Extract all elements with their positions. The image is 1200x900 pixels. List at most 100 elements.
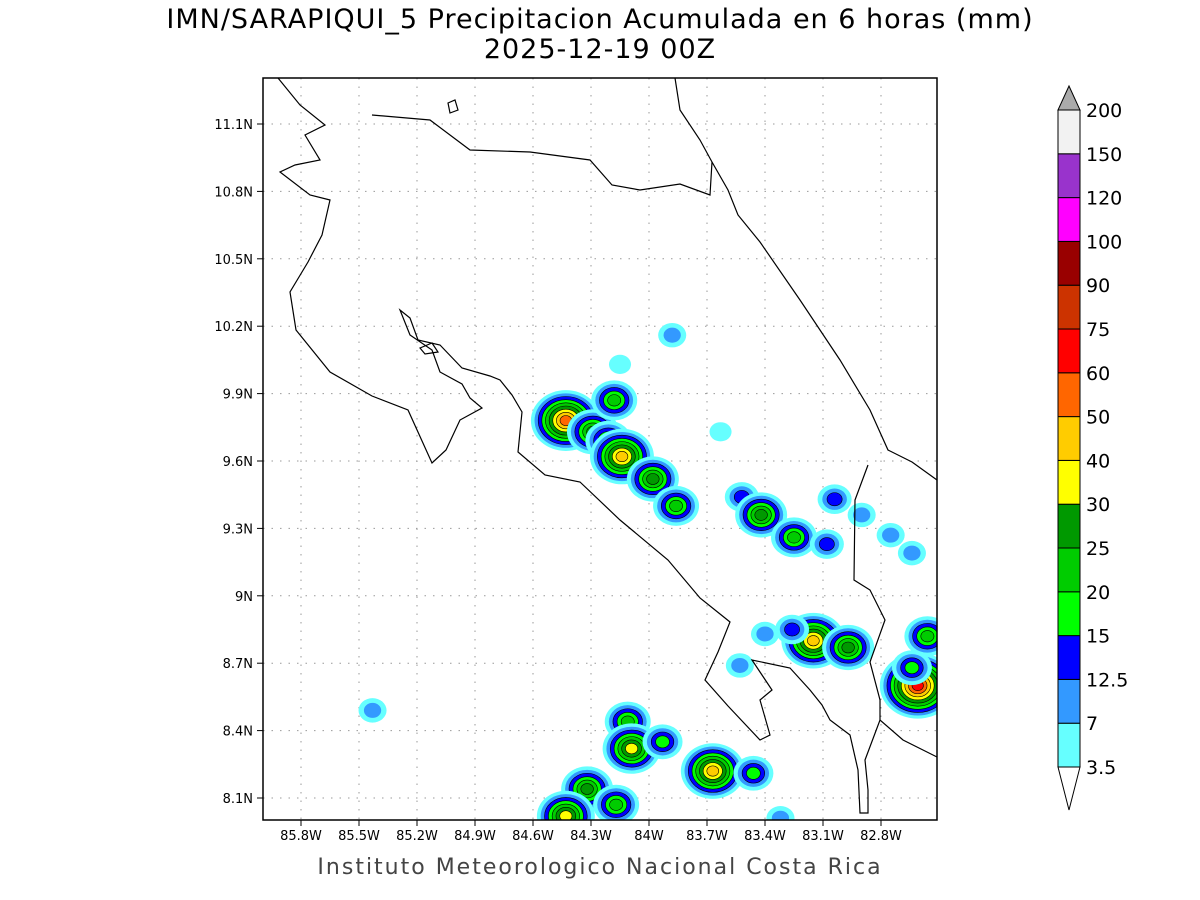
colorbar-label: 75: [1086, 319, 1110, 341]
latitude-axis: 11.1N 10.8N 10.5N 10.2N 9.9N 9.6N 9.3N 9N 8.7N 8.…: [214, 118, 263, 807]
colorbar-label: 15: [1086, 626, 1110, 648]
rain-cell: [735, 492, 788, 538]
rain-cell: [591, 380, 638, 421]
map-title: IMN/SARAPIQUI_5 Precipitacion Acumulada …: [166, 4, 1034, 35]
lon-tick-label: 85.5W: [338, 829, 380, 844]
rain-cell: [771, 517, 817, 558]
colorbar-swatch: [1057, 459, 1081, 505]
graticule: [263, 78, 937, 820]
colorbar-label: 150: [1086, 144, 1122, 166]
rain-cell: [766, 806, 795, 820]
rain-cells: [358, 322, 937, 820]
rain-contour-15: [655, 735, 670, 749]
rain-cell: [822, 624, 875, 671]
colorbar-swatch: [1057, 635, 1081, 680]
gulf-island: [419, 342, 440, 355]
colorbar-swatch: [1057, 109, 1081, 155]
rain-cell: [897, 540, 926, 566]
map-frame: [262, 77, 938, 821]
rain-contour-25: [841, 641, 855, 654]
rain-cell: [891, 650, 932, 686]
rain-cell: [725, 653, 754, 678]
rain-cell: [809, 529, 844, 559]
rain-contour-20: [609, 798, 624, 811]
rain-contour-7: [882, 527, 900, 543]
rain-contour-7: [853, 507, 871, 523]
colorbar-swatch: [1057, 240, 1081, 286]
colorbar-label: 40: [1086, 450, 1110, 472]
colorbar-swatch: [1057, 722, 1081, 768]
lon-tick-label: 85.2W: [396, 829, 438, 844]
rain-contour-40: [807, 635, 820, 647]
small-island: [447, 99, 459, 114]
rain-contour-12.5: [784, 622, 800, 637]
colorbar-label: 100: [1086, 231, 1122, 253]
rain-contour-20: [787, 531, 801, 544]
colorbar-over-triangle: [1057, 84, 1081, 111]
lon-tick-label: 83.1W: [802, 829, 844, 844]
rain-contour-3.5: [608, 354, 632, 374]
lon-tick-label: 84W: [634, 829, 664, 844]
rain-cell: [733, 755, 774, 791]
colorbar-swatch: [1057, 678, 1081, 724]
colorbar-label: 60: [1086, 363, 1110, 385]
rain-cell: [358, 698, 387, 723]
lon-tick-label: 84.3W: [570, 829, 612, 844]
lat-tick-label: 11.1N: [214, 118, 253, 133]
rain-contour-7: [663, 327, 681, 343]
colorbar-label: 30: [1086, 494, 1110, 516]
lat-tick-label: 8.7N: [223, 657, 253, 672]
colorbar-swatch: [1057, 372, 1081, 418]
rain-cell: [593, 784, 640, 820]
colorbar-label: 7: [1086, 713, 1098, 735]
rain-contour-30: [559, 810, 573, 820]
coastlines: [277, 78, 937, 814]
colorbar-label: 50: [1086, 407, 1110, 429]
colorbar-swatch: [1057, 591, 1081, 637]
rain-contour-20: [920, 630, 935, 643]
colorbar-swatch: [1057, 284, 1081, 330]
rain-contour-12.5: [819, 537, 835, 552]
lon-tick-label: 84.9W: [454, 829, 496, 844]
rain-contour-7: [903, 545, 921, 561]
colorbar-swatch: [1057, 328, 1081, 374]
colorbar-label: 25: [1086, 538, 1110, 560]
rain-cell: [608, 354, 632, 374]
lat-tick-label: 10.2N: [214, 320, 253, 335]
footer-credit: Instituto Meteorologico Nacional Costa R…: [317, 855, 883, 880]
lon-tick-label: 83.7W: [686, 829, 728, 844]
colorbar-label: 120: [1086, 188, 1122, 210]
longitude-axis: 85.8W 85.5W 85.2W 84.9W 84.6W 84.3W 84W 83.7W 83…: [280, 820, 902, 844]
rain-cell: [658, 322, 687, 348]
rain-contour-40: [615, 451, 629, 462]
rain-cell: [750, 621, 780, 647]
lat-tick-label: 9.9N: [223, 388, 253, 403]
rain-cell: [904, 616, 937, 657]
rain-contour-30: [625, 742, 639, 755]
rain-contour-7: [771, 810, 790, 820]
rain-cell: [775, 614, 810, 645]
lat-tick-label: 9N: [235, 590, 253, 605]
lat-tick-label: 10.5N: [214, 253, 253, 268]
lat-tick-label: 8.4N: [223, 725, 253, 740]
lat-tick-label: 9.3N: [223, 522, 253, 537]
colorbar-under-triangle: [1057, 766, 1081, 811]
nicaragua-border: [371, 114, 713, 196]
rain-contour-7: [363, 702, 382, 718]
rain-cell: [653, 485, 700, 526]
colorbar-label: 20: [1086, 582, 1110, 604]
rain-cell: [602, 723, 661, 774]
rain-cell: [709, 422, 732, 442]
rain-cell: [876, 522, 905, 548]
rain-cell: [536, 790, 595, 820]
colorbar-label: 3.5: [1086, 757, 1116, 779]
rain-cell: [626, 456, 679, 502]
rain-contour-3.5: [709, 422, 732, 442]
lat-tick-label: 10.8N: [214, 185, 253, 200]
rain-cell: [817, 484, 852, 514]
lon-tick-label: 82.8W: [860, 829, 902, 844]
rain-cell: [642, 724, 683, 760]
colorbar-label: 12.5: [1086, 669, 1128, 691]
rain-cell: [680, 743, 745, 799]
